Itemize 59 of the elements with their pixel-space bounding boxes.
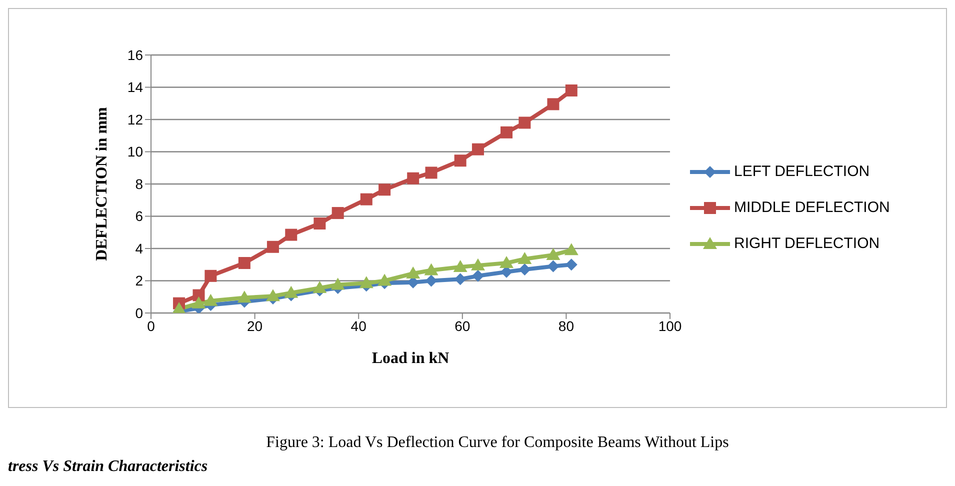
point <box>192 296 206 308</box>
y-axis-title: DEFLECTION in mm <box>94 106 111 261</box>
point <box>472 270 484 282</box>
point <box>378 184 391 196</box>
x-tick-label: 20 <box>247 318 263 334</box>
legend-label: RIGHT DEFLECTION <box>734 234 880 254</box>
point <box>500 256 514 268</box>
point <box>312 281 327 294</box>
x-tick-label: 40 <box>350 318 367 334</box>
point <box>285 228 298 241</box>
point <box>378 274 392 286</box>
point <box>518 116 531 129</box>
legend-label: LEFT DEFLECTION <box>734 162 870 182</box>
point <box>518 263 531 276</box>
point <box>425 166 438 179</box>
caption: Figure 3: Load Vs Deflection Curve for Composite Beams Without Lips <box>265 434 730 452</box>
point <box>565 84 578 96</box>
point <box>547 260 560 272</box>
point <box>500 126 513 138</box>
point <box>359 276 374 288</box>
point <box>266 240 279 253</box>
point <box>204 270 217 282</box>
x-tick-label: 80 <box>558 318 574 334</box>
point <box>238 257 250 270</box>
y-tick-label: 10 <box>127 144 144 160</box>
y-tick-label: 12 <box>127 111 144 128</box>
point <box>406 266 420 278</box>
y-tick-label: 0 <box>135 304 144 321</box>
y-tick-label: 4 <box>135 240 144 256</box>
point <box>564 243 578 256</box>
y-tick-label: 16 <box>127 46 144 63</box>
point <box>546 248 560 260</box>
point <box>237 290 252 303</box>
x-tick-label: 60 <box>454 318 470 334</box>
point <box>172 302 186 313</box>
point <box>453 260 468 272</box>
y-tick-label: 8 <box>135 176 144 192</box>
point <box>284 286 298 298</box>
point <box>424 263 438 276</box>
point <box>547 98 560 110</box>
point <box>407 172 420 184</box>
point <box>204 294 218 306</box>
point <box>360 193 372 206</box>
point <box>472 143 484 156</box>
point <box>470 258 485 270</box>
y-tick-label: 2 <box>135 272 144 289</box>
point <box>330 278 345 290</box>
point <box>332 207 344 220</box>
y-tick-label: 14 <box>127 79 144 96</box>
x-axis-title: Load in kN <box>372 350 450 367</box>
y-tick-label: 6 <box>135 208 144 224</box>
point <box>266 289 280 302</box>
legend-label: MIDDLE DEFLECTION <box>734 198 890 218</box>
x-tick-label: 100 <box>658 318 682 334</box>
x-tick-label: 0 <box>147 318 156 334</box>
point <box>314 218 326 230</box>
point <box>454 154 466 167</box>
point <box>518 252 532 264</box>
text: tress Vs Strain Characteristics <box>8 458 209 476</box>
